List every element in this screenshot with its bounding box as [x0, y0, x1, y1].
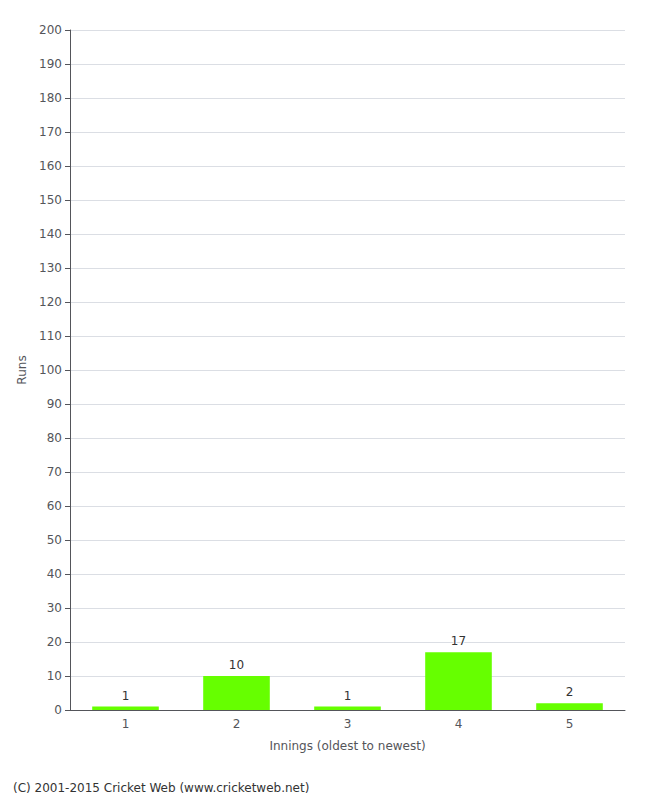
svg-text:60: 60: [47, 499, 62, 513]
svg-text:Runs: Runs: [15, 355, 29, 384]
svg-text:40: 40: [47, 567, 62, 581]
svg-text:100: 100: [39, 363, 62, 377]
svg-text:70: 70: [47, 465, 62, 479]
svg-text:80: 80: [47, 431, 62, 445]
svg-text:160: 160: [39, 159, 62, 173]
svg-text:130: 130: [39, 261, 62, 275]
svg-text:2: 2: [566, 685, 574, 699]
svg-text:4: 4: [455, 717, 463, 731]
svg-text:200: 200: [39, 23, 62, 37]
svg-text:110: 110: [39, 329, 62, 343]
svg-text:1: 1: [122, 717, 130, 731]
svg-text:30: 30: [47, 601, 62, 615]
svg-text:1: 1: [122, 689, 130, 703]
svg-text:Innings (oldest to newest): Innings (oldest to newest): [269, 739, 425, 753]
svg-text:90: 90: [47, 397, 62, 411]
svg-text:0: 0: [54, 703, 62, 717]
svg-text:50: 50: [47, 533, 62, 547]
svg-text:(C) 2001-2015 Cricket Web (www: (C) 2001-2015 Cricket Web (www.cricketwe…: [13, 781, 309, 795]
svg-text:2: 2: [233, 717, 241, 731]
svg-text:120: 120: [39, 295, 62, 309]
svg-text:170: 170: [39, 125, 62, 139]
svg-text:190: 190: [39, 57, 62, 71]
svg-text:3: 3: [344, 717, 352, 731]
svg-text:10: 10: [47, 669, 62, 683]
svg-text:150: 150: [39, 193, 62, 207]
svg-text:17: 17: [451, 634, 466, 648]
svg-text:5: 5: [566, 717, 574, 731]
svg-text:20: 20: [47, 635, 62, 649]
svg-text:1: 1: [344, 689, 352, 703]
svg-text:10: 10: [229, 658, 244, 672]
svg-text:180: 180: [39, 91, 62, 105]
svg-text:140: 140: [39, 227, 62, 241]
